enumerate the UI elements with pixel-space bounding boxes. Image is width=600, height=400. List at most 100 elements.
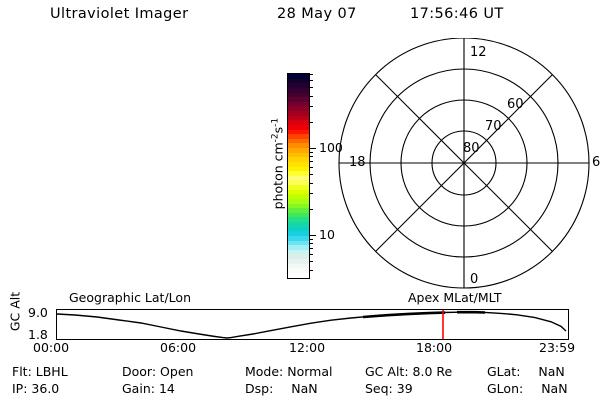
colorbar-segment xyxy=(288,175,309,181)
colorbar-segment xyxy=(288,138,309,144)
colorbar-segment xyxy=(288,189,309,195)
mlt-label-0: 0 xyxy=(470,272,479,287)
status-mode-value: Normal xyxy=(287,364,333,379)
header-bar: Ultraviolet Imager 28 May 07 17:56:46 UT xyxy=(0,6,600,30)
colorbar-minor-tick xyxy=(309,243,313,245)
status-glat: GLat: NaN xyxy=(487,364,565,379)
colorbar-segment xyxy=(288,134,309,139)
colorbar-gradient xyxy=(287,73,310,279)
status-mode: Mode: Normal xyxy=(245,364,333,379)
mlt-label-6: 6 xyxy=(592,155,600,170)
colorbar-segment xyxy=(288,83,309,88)
status-mode-label: Mode: xyxy=(245,364,284,379)
status-seq: Seq: 39 xyxy=(365,381,413,396)
colorbar-minor-tick xyxy=(309,161,313,163)
status-ip: IP: 36.0 xyxy=(12,381,59,396)
status-gc-alt-value: 8.0 Re xyxy=(412,364,453,379)
colorbar-minor-tick xyxy=(309,174,313,176)
colorbar-segment xyxy=(288,235,309,241)
colorbar-segment xyxy=(288,124,309,130)
colorbar-segment xyxy=(288,161,309,167)
colorbar-segment xyxy=(288,78,309,84)
orbit-xtick-4: 23:59 xyxy=(539,340,576,355)
colorbar-minor-tick xyxy=(309,95,313,97)
orbit-ytick-low: 1.8 xyxy=(28,326,48,342)
orbit-ytick-high: 9.0 xyxy=(28,304,48,320)
mlt-label-18: 18 xyxy=(349,155,366,170)
colorbar-segment xyxy=(288,208,309,213)
colorbar-minor-tick xyxy=(309,193,313,195)
colorbar-segment xyxy=(288,87,309,93)
orbit-xtick-1: 06:00 xyxy=(160,340,197,355)
colorbar-minor-tick xyxy=(309,254,313,256)
colorbar-minor-tick xyxy=(309,208,313,210)
colorbar-segment xyxy=(288,254,309,259)
colorbar-minor-tick xyxy=(309,121,313,123)
colorbar-segment xyxy=(288,194,309,199)
colorbar-segment xyxy=(288,226,309,232)
colorbar-segment xyxy=(288,272,309,278)
colorbar-major-tick xyxy=(309,148,316,149)
colorbar-segment xyxy=(288,259,309,264)
status-glon: GLon: NaN xyxy=(487,381,568,396)
colorbar-segment xyxy=(288,101,309,107)
colorbar-segment xyxy=(288,268,309,273)
status-glat-label: GLat: xyxy=(487,364,521,379)
status-gain-value: 14 xyxy=(158,381,175,396)
status-door-value: Open xyxy=(160,364,194,379)
status-flight-mode: Flt: LBHL xyxy=(12,364,68,379)
colorbar-segment xyxy=(288,143,309,148)
status-dsp-value: NaN xyxy=(291,381,318,396)
colorbar-tick-label-1: 10 xyxy=(319,226,335,242)
colorbar-segment xyxy=(288,148,309,153)
colorbar-segment xyxy=(288,185,309,190)
colorbar-segment xyxy=(288,152,309,158)
status-ip-value: 36.0 xyxy=(31,381,60,396)
orbit-xtick-2: 12:00 xyxy=(289,340,326,355)
colorbar-unit-main: photon cm xyxy=(270,142,286,210)
colorbar-minor-tick xyxy=(309,106,313,108)
colorbar-minor-tick xyxy=(309,151,313,153)
colorbar-segment xyxy=(288,222,309,227)
observation-time: 17:56:46 UT xyxy=(410,6,504,22)
colorbar-unit-exp1: -2 xyxy=(270,133,281,143)
status-door-label: Door: xyxy=(122,364,157,379)
orbit-apex-overlay xyxy=(362,311,446,319)
latitude-label-70: 70 xyxy=(485,119,502,134)
colorbar-minor-tick xyxy=(309,182,313,184)
colorbar-minor-tick xyxy=(309,74,313,76)
status-door: Door: Open xyxy=(122,364,193,379)
status-glon-label: GLon: xyxy=(487,381,524,396)
colorbar-segment xyxy=(288,74,309,79)
colorbar-segment xyxy=(288,157,309,162)
polar-grid-svg xyxy=(338,38,590,289)
orbit-caption-geographic: Geographic Lat/Lon xyxy=(69,290,191,305)
orbit-plot-box xyxy=(56,309,569,340)
status-glat-value: NaN xyxy=(538,364,565,379)
colorbar-unit-mid: s xyxy=(270,126,286,134)
orbit-y-axis-label: GC Alt xyxy=(7,291,23,332)
status-flight-mode-value: LBHL xyxy=(35,364,68,379)
colorbar-segment xyxy=(288,231,309,236)
orbit-xtick-3: 18:00 xyxy=(416,340,453,355)
colorbar-minor-tick xyxy=(309,87,313,89)
mlt-label-12: 12 xyxy=(470,45,487,60)
status-seq-value: 39 xyxy=(396,381,413,396)
colorbar-segment xyxy=(288,263,309,269)
status-ip-label: IP: xyxy=(12,381,28,396)
colorbar-tick-axis: 100 10 xyxy=(309,73,369,279)
status-dsp: Dsp: NaN xyxy=(245,381,318,396)
orbit-caption-apex: Apex MLat/MLT xyxy=(408,290,502,305)
status-dsp-label: Dsp: xyxy=(245,381,274,396)
status-gain: Gain: 14 xyxy=(122,381,175,396)
orbit-track-svg xyxy=(57,310,567,339)
colorbar-minor-tick xyxy=(309,261,313,263)
colorbar-axis-label: photon cm-2s-1 xyxy=(270,94,285,234)
latitude-label-60: 60 xyxy=(507,97,524,112)
colorbar-legend: photon cm-2s-1 100 10 xyxy=(255,60,370,290)
colorbar-segment xyxy=(288,217,309,222)
status-flight-mode-label: Flt: xyxy=(12,364,32,379)
status-panel: Flt: LBHL Door: Open Mode: Normal GC Alt… xyxy=(0,364,600,400)
colorbar-segment xyxy=(288,180,309,185)
colorbar-unit-exp2: -1 xyxy=(270,117,281,127)
